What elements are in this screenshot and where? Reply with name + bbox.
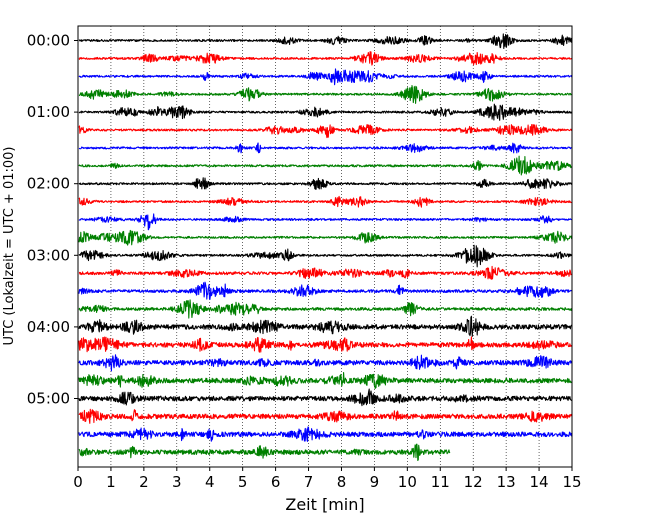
trace-row-0545: [78, 443, 451, 461]
trace-row-0400: [78, 315, 573, 337]
trace-row-0315: [78, 265, 572, 280]
x-tick-label-7: 7: [304, 473, 314, 491]
trace-row-0415: [78, 336, 573, 353]
x-tick-label-9: 9: [370, 473, 380, 491]
trace-row-0045: [78, 85, 573, 104]
trace-row-0030: [78, 68, 573, 86]
trace-row-0245: [78, 229, 573, 246]
seismogram-traces: [78, 33, 573, 461]
trace-row-0130: [78, 142, 573, 154]
x-tick-label-8: 8: [337, 473, 347, 491]
x-tick-label-14: 14: [530, 473, 549, 491]
x-tick-label-2: 2: [139, 473, 149, 491]
y-tick-label-1: 01:00: [27, 103, 70, 121]
trace-row-0115: [78, 124, 573, 139]
trace-row-0500: [78, 388, 573, 407]
trace-row-0445: [78, 372, 573, 390]
y-tick-label-2: 02:00: [27, 175, 70, 193]
x-tick-label-11: 11: [431, 473, 450, 491]
trace-row-0230: [78, 213, 572, 231]
x-tick-label-3: 3: [172, 473, 182, 491]
x-axis-ticks: 0 1 2 3 4 5 6 7 8 9 10 11 12 13 14 15: [73, 467, 582, 491]
trace-row-0145: [78, 155, 572, 176]
y-axis-label: UTC (Lokalzeit = UTC + 01:00): [2, 147, 17, 346]
trace-row-0430: [78, 354, 573, 372]
y-tick-label-4: 04:00: [27, 318, 70, 336]
x-tick-label-5: 5: [238, 473, 248, 491]
trace-row-0345: [78, 299, 573, 319]
trace-row-0330: [78, 281, 572, 300]
x-tick-label-4: 4: [205, 473, 215, 491]
plot-frame: [77, 25, 573, 468]
trace-row-0515: [78, 408, 573, 424]
trace-row-0015: [78, 51, 573, 66]
y-tick-label-0: 00:00: [27, 32, 70, 50]
x-tick-label-15: 15: [562, 473, 581, 491]
x-axis-label: Zeit [min]: [285, 495, 364, 514]
y-axis-ticks: 00:00 01:00 02:00 03:00 04:00 05:00: [27, 32, 78, 408]
trace-row-0200: [78, 177, 573, 190]
trace-row-0100: [78, 103, 573, 121]
trace-row-0000: [78, 33, 573, 50]
x-tick-label-1: 1: [106, 473, 116, 491]
x-tick-label-6: 6: [271, 473, 281, 491]
x-tick-label-13: 13: [497, 473, 516, 491]
x-tick-label-0: 0: [73, 473, 83, 491]
trace-row-0300: [78, 244, 573, 268]
x-tick-label-12: 12: [464, 473, 483, 491]
x-tick-label-10: 10: [398, 473, 417, 491]
trace-row-0215: [78, 195, 573, 208]
y-tick-label-5: 05:00: [27, 390, 70, 408]
y-tick-label-3: 03:00: [27, 246, 70, 264]
trace-row-0530: [78, 426, 573, 442]
